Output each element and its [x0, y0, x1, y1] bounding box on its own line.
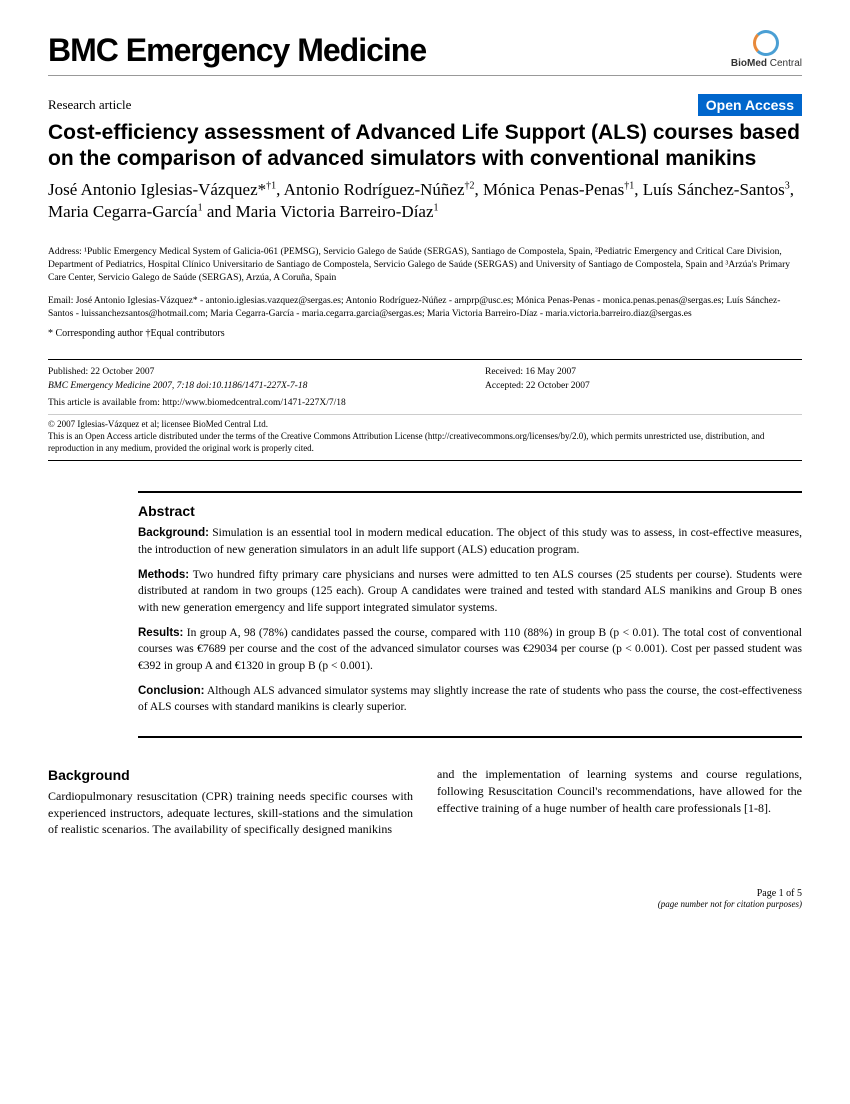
abstract-box: Abstract Background: Simulation is an es…: [138, 491, 802, 738]
published-date: Published: 22 October 2007: [48, 366, 365, 379]
publisher-logo: BioMed Central: [731, 30, 802, 69]
journal-title: BMC Emergency Medicine: [48, 32, 426, 69]
journal-ref: BMC Emergency Medicine 2007, 7:18 doi:10…: [48, 381, 307, 391]
background-heading: Background: [48, 766, 413, 786]
abstract-background: Background: Simulation is an essential t…: [138, 525, 802, 558]
page-number: Page 1 of 5: [48, 888, 802, 899]
article-title: Cost-efficiency assessment of Advanced L…: [48, 120, 802, 173]
open-access-badge: Open Access: [698, 94, 802, 116]
logo-circle-icon: [753, 30, 779, 56]
publisher-name: BioMed Central: [731, 58, 802, 69]
copyright-line: © 2007 Iglesias-Vázquez et al; licensee …: [48, 419, 802, 431]
body-col2-text: and the implementation of learning syste…: [437, 767, 802, 815]
abstract-results: Results: In group A, 98 (78%) candidates…: [138, 625, 802, 675]
license-text: This is an Open Access article distribut…: [48, 431, 802, 454]
publication-info: Published: 22 October 2007 BMC Emergency…: [48, 359, 802, 461]
author-emails: Email: José Antonio Iglesias-Vázquez* - …: [48, 295, 802, 321]
footer-note: (page number not for citation purposes): [48, 899, 802, 909]
abstract-conclusion: Conclusion: Although ALS advanced simula…: [138, 683, 802, 716]
body-col1-text: Cardiopulmonary resuscitation (CPR) trai…: [48, 789, 413, 837]
article-url: This article is available from: http://w…: [48, 397, 802, 410]
affiliations: Address: ¹Public Emergency Medical Syste…: [48, 246, 802, 284]
abstract-heading: Abstract: [138, 503, 802, 519]
received-date: Received: 16 May 2007: [485, 366, 802, 379]
author-notes: * Corresponding author †Equal contributo…: [48, 328, 802, 339]
accepted-date: Accepted: 22 October 2007: [485, 380, 802, 393]
abstract-methods: Methods: Two hundred fifty primary care …: [138, 567, 802, 617]
author-list: José Antonio Iglesias-Vázquez*†1, Antoni…: [48, 179, 802, 225]
article-type: Research article: [48, 97, 131, 113]
